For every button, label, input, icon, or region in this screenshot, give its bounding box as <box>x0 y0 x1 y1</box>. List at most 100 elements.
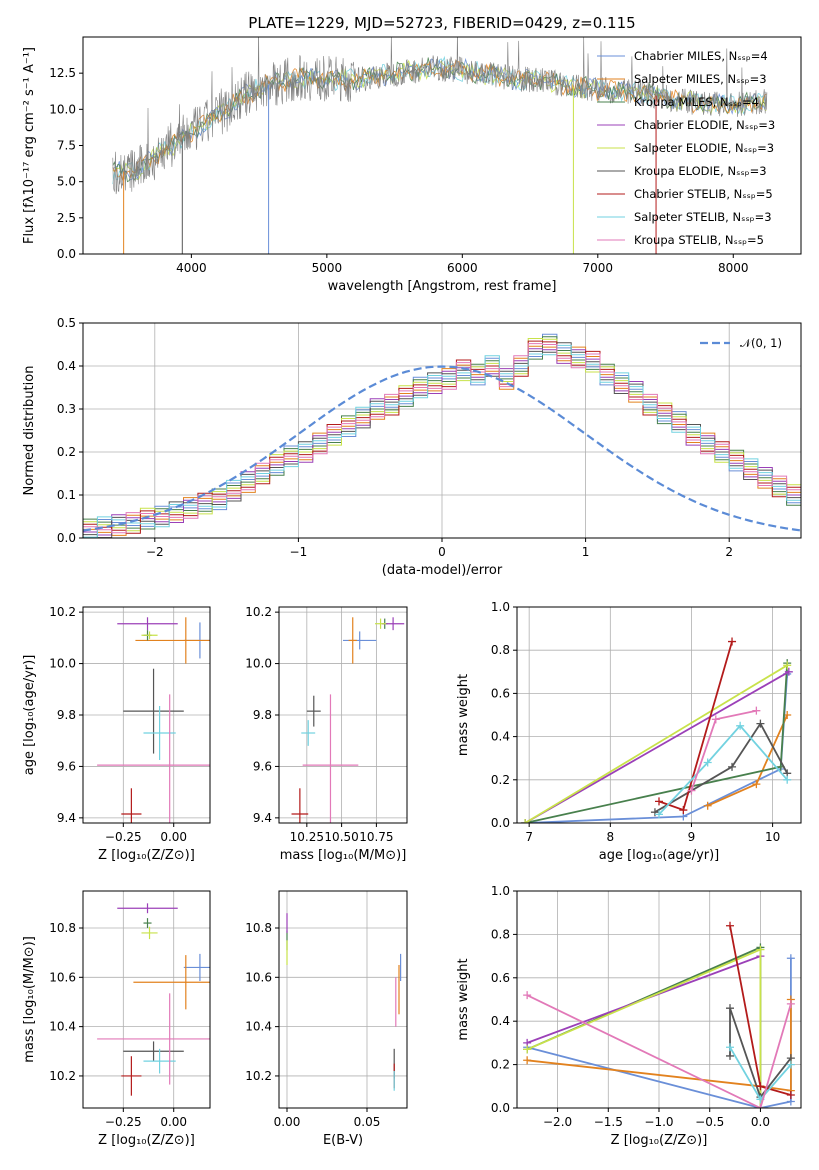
panel-mass-vs-EBV: 0.00 0.05 10.2 10.4 10.6 10.8 E(B-V) <box>245 890 408 1148</box>
plot-area <box>97 617 210 823</box>
y-tick-label: 9.6 <box>253 759 272 773</box>
massweight-marker <box>523 1045 532 1054</box>
panel-massweight-vs-age: 7 8 9 10 0.0 0.2 0.4 0.6 0.8 1.0 age [log₁₀(age/yr… <box>456 600 802 863</box>
panel-age-vs-Z: −0.25 0.00 9.4 9.6 9.8 10.0 10.2 Z [log₁₀(Z/Z⊙)… <box>22 605 211 863</box>
legend-label: Kroupa STELIB, Nₛₛₚ=5 <box>634 233 764 247</box>
axes-frame <box>516 890 802 1109</box>
x-axis-label: Z [log₁₀(Z/Z⊙)] <box>611 1133 708 1148</box>
y-tick-label: 0.3 <box>57 402 76 416</box>
y-tick-label: 0.6 <box>491 686 510 700</box>
y-tick-label: 5.0 <box>57 175 76 189</box>
y-tick-label: 10.0 <box>245 657 272 671</box>
y-tick-label: 1.0 <box>491 600 510 614</box>
massweight-line <box>658 724 788 816</box>
y-tick-label: 2.5 <box>57 211 76 225</box>
y-tick-label: 10.0 <box>49 102 76 116</box>
massweight-marker <box>786 1060 795 1069</box>
panel-residuals: −2 −1 0 1 2 0.0 0.1 0.2 0.3 0.4 0.5 (data-model)/er… <box>22 316 802 578</box>
massweight-marker <box>728 762 737 771</box>
y-axis-label: mass [log₁₀(M/M⊙)] <box>22 936 37 1063</box>
y-tick-label: 0.0 <box>491 816 510 830</box>
massweight-marker <box>687 786 696 795</box>
legend-label: Kroupa ELODIE, Nₛₛₚ=3 <box>634 164 767 178</box>
panel-massweight-vs-Z: −2.0 −1.5 −1.0 −0.5 0.0 0.0 0.2 0.4 0.6 0.8 1.0 Z [… <box>456 884 802 1148</box>
y-tick-label: 10.6 <box>245 970 272 984</box>
y-tick-label: 0.8 <box>491 927 510 941</box>
x-axis-label: wavelength [Angstrom, rest frame] <box>328 279 557 294</box>
massweight-marker <box>783 661 792 670</box>
plot-area <box>83 333 801 538</box>
x-axis-label: (data-model)/error <box>382 563 503 578</box>
plot-area <box>523 921 795 1108</box>
y-tick-label: 9.6 <box>57 759 76 773</box>
axes-frame <box>82 36 802 255</box>
x-tick-label: 7 <box>525 830 533 844</box>
y-axis-label: mass weight <box>456 674 471 756</box>
x-axis-label: Z [log₁₀(Z/Z⊙)] <box>98 848 195 863</box>
residual-histogram <box>83 348 801 536</box>
y-tick-label: 10.4 <box>49 1020 76 1034</box>
massweight-line <box>526 946 762 1108</box>
massweight-line <box>526 948 762 1108</box>
y-tick-label: 10.2 <box>49 605 76 619</box>
x-tick-label: 2 <box>725 545 733 559</box>
massweight-marker <box>523 991 532 1000</box>
plot-area <box>112 37 768 254</box>
x-tick-label: −1 <box>290 545 308 559</box>
x-tick-label: 0.00 <box>274 1115 301 1129</box>
x-tick-label: 8 <box>606 830 614 844</box>
residual-histogram <box>83 344 801 538</box>
massweight-marker <box>756 719 765 728</box>
y-axis-label: Flux [fλ10⁻¹⁷ erg cm⁻² s⁻¹ A⁻¹] <box>22 47 37 244</box>
y-tick-label: 10.8 <box>245 921 272 935</box>
massweight-marker <box>655 797 663 806</box>
x-axis-label: mass [log₁₀(M/M⊙)] <box>280 848 407 863</box>
y-tick-label: 0.0 <box>57 247 76 261</box>
y-tick-label: 0.1 <box>57 488 76 502</box>
massweight-line <box>524 664 788 823</box>
massweight-marker <box>786 1090 795 1099</box>
y-tick-label: 0.0 <box>57 531 76 545</box>
axes-frame <box>82 322 802 539</box>
massweight-marker <box>726 1043 734 1052</box>
x-tick-label: 7000 <box>583 261 614 275</box>
massweight-line <box>527 999 792 1092</box>
massweight-marker <box>752 780 761 789</box>
axes-frame <box>82 606 211 824</box>
y-tick-label: 0.8 <box>491 643 510 657</box>
y-axis-label: Normed distribution <box>22 366 37 496</box>
y-tick-label: 10.4 <box>245 1020 272 1034</box>
legend-label: Salpeter STELIB, Nₛₛₚ=3 <box>634 210 772 224</box>
y-tick-label: 10.2 <box>49 1069 76 1083</box>
y-tick-label: 9.8 <box>253 708 272 722</box>
legend-label: Chabrier ELODIE, Nₛₛₚ=3 <box>634 118 775 132</box>
massweight-marker <box>726 1051 734 1060</box>
y-tick-label: 0.4 <box>491 730 510 744</box>
plot-area <box>291 617 405 823</box>
x-tick-label: −1.0 <box>644 1115 673 1129</box>
x-tick-label: −0.25 <box>105 1115 142 1129</box>
massweight-line <box>526 994 792 1108</box>
observed-spectrum-line <box>112 37 768 195</box>
massweight-marker <box>679 806 688 815</box>
massweight-marker <box>726 921 734 930</box>
x-tick-label: 10.50 <box>324 830 358 844</box>
x-tick-label: 1 <box>582 545 590 559</box>
legend-label: Kroupa MILES, Nₛₛₚ=4 <box>634 95 759 109</box>
plot-area <box>97 903 210 1096</box>
normal-curve <box>83 365 801 532</box>
x-axis-label: age [log₁₀(age/yr)] <box>599 848 720 863</box>
massweight-line <box>524 671 790 823</box>
panel-mass-vs-Z: −0.25 0.00 10.2 10.4 10.6 10.8 Z [log₁₀(Z/Z⊙)]… <box>22 890 211 1148</box>
massweight-marker <box>711 715 720 724</box>
y-tick-label: 0.2 <box>57 445 76 459</box>
massweight-marker <box>703 801 712 810</box>
x-tick-label: 10 <box>765 830 780 844</box>
residual-histogram <box>83 342 801 538</box>
y-tick-label: 0.4 <box>57 359 76 373</box>
x-tick-label: −1.5 <box>594 1115 623 1129</box>
x-tick-label: 6000 <box>447 261 478 275</box>
x-tick-label: 0 <box>438 545 446 559</box>
y-tick-label: 7.5 <box>57 139 76 153</box>
y-tick-label: 0.2 <box>491 773 510 787</box>
